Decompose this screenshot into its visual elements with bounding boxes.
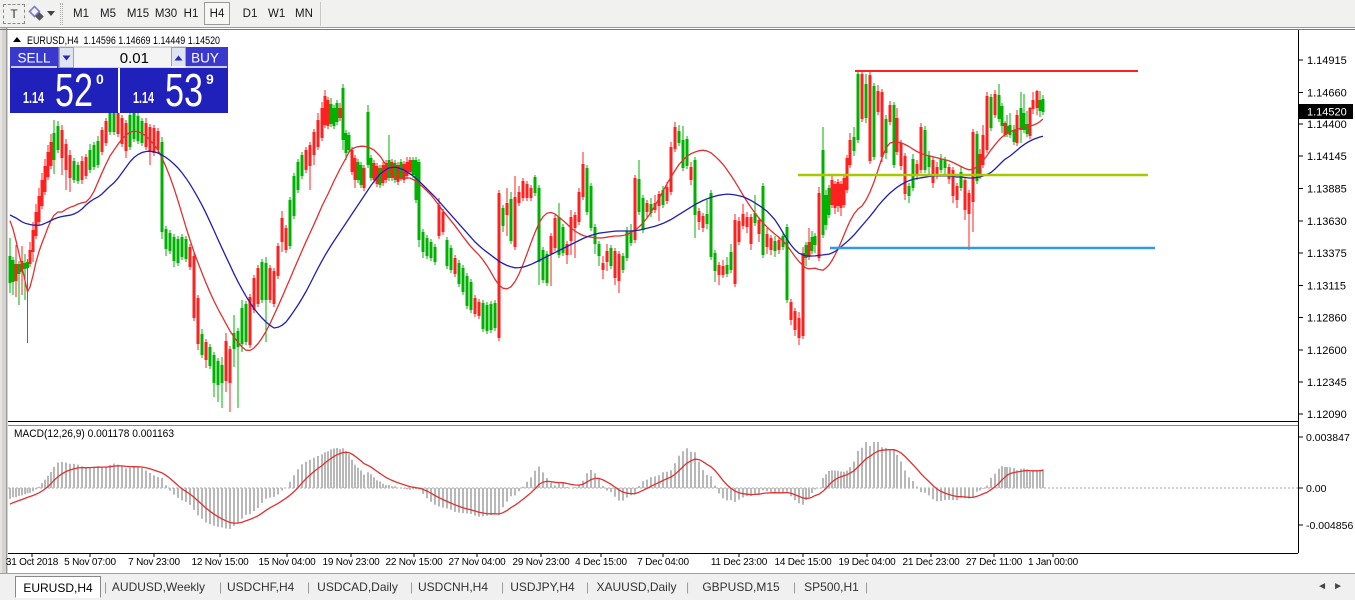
svg-text:SELL: SELL: [17, 51, 51, 66]
svg-text:4 Dec 15:00: 4 Dec 15:00: [575, 557, 627, 568]
svg-text:-0.004856: -0.004856: [1306, 520, 1353, 532]
svg-text:1.14400: 1.14400: [1307, 119, 1347, 131]
svg-text:19 Nov 23:00: 19 Nov 23:00: [322, 557, 380, 568]
svg-text:1.14: 1.14: [133, 90, 154, 107]
svg-text:0: 0: [96, 71, 104, 87]
svg-text:9: 9: [206, 71, 214, 87]
svg-text:1.14660: 1.14660: [1307, 88, 1347, 100]
svg-text:11 Dec 23:00: 11 Dec 23:00: [711, 557, 768, 568]
svg-text:0.01: 0.01: [120, 50, 149, 67]
svg-text:27 Nov 04:00: 27 Nov 04:00: [448, 557, 506, 568]
svg-text:12 Nov 15:00: 12 Nov 15:00: [191, 557, 249, 568]
svg-text:0.003847: 0.003847: [1306, 432, 1350, 444]
svg-text:21 Dec 23:00: 21 Dec 23:00: [902, 557, 960, 568]
svg-text:1.14520: 1.14520: [1307, 107, 1347, 119]
svg-text:53: 53: [165, 64, 203, 116]
svg-text:31 Oct 2018: 31 Oct 2018: [6, 557, 59, 568]
svg-text:19 Dec 04:00: 19 Dec 04:00: [838, 557, 896, 568]
svg-text:MACD(12,26,9) 0.001178 0.00116: MACD(12,26,9) 0.001178 0.001163: [14, 428, 174, 440]
svg-text:1 Jan 00:00: 1 Jan 00:00: [1028, 557, 1079, 568]
svg-text:52: 52: [55, 64, 93, 116]
svg-text:15 Nov 04:00: 15 Nov 04:00: [258, 557, 316, 568]
svg-text:1.12860: 1.12860: [1307, 313, 1347, 325]
svg-text:5 Nov 07:00: 5 Nov 07:00: [64, 557, 116, 568]
svg-text:1.14145: 1.14145: [1307, 151, 1347, 163]
svg-text:1.13115: 1.13115: [1307, 281, 1346, 293]
svg-text:1.12600: 1.12600: [1307, 345, 1347, 357]
svg-text:BUY: BUY: [191, 51, 219, 66]
svg-text:27 Dec 11:00: 27 Dec 11:00: [966, 557, 1023, 568]
svg-text:1.14915: 1.14915: [1307, 55, 1347, 67]
svg-text:22 Nov 15:00: 22 Nov 15:00: [385, 557, 443, 568]
svg-text:1.13885: 1.13885: [1307, 184, 1347, 196]
svg-text:7 Dec 04:00: 7 Dec 04:00: [637, 557, 689, 568]
svg-text:1.13375: 1.13375: [1307, 248, 1347, 260]
svg-text:14 Dec 15:00: 14 Dec 15:00: [774, 557, 832, 568]
svg-text:0.00: 0.00: [1306, 483, 1327, 495]
svg-text:1.12090: 1.12090: [1307, 409, 1347, 421]
svg-text:7 Nov 23:00: 7 Nov 23:00: [128, 557, 180, 568]
svg-text:1.14: 1.14: [23, 90, 44, 107]
svg-text:29 Nov 23:00: 29 Nov 23:00: [512, 557, 570, 568]
svg-text:1.12345: 1.12345: [1307, 377, 1347, 389]
svg-text:1.13630: 1.13630: [1307, 216, 1347, 228]
svg-text:EURUSD,H4 1.14596 1.14669 1.1: EURUSD,H4 1.14596 1.14669 1.14449 1.1452…: [27, 35, 220, 47]
